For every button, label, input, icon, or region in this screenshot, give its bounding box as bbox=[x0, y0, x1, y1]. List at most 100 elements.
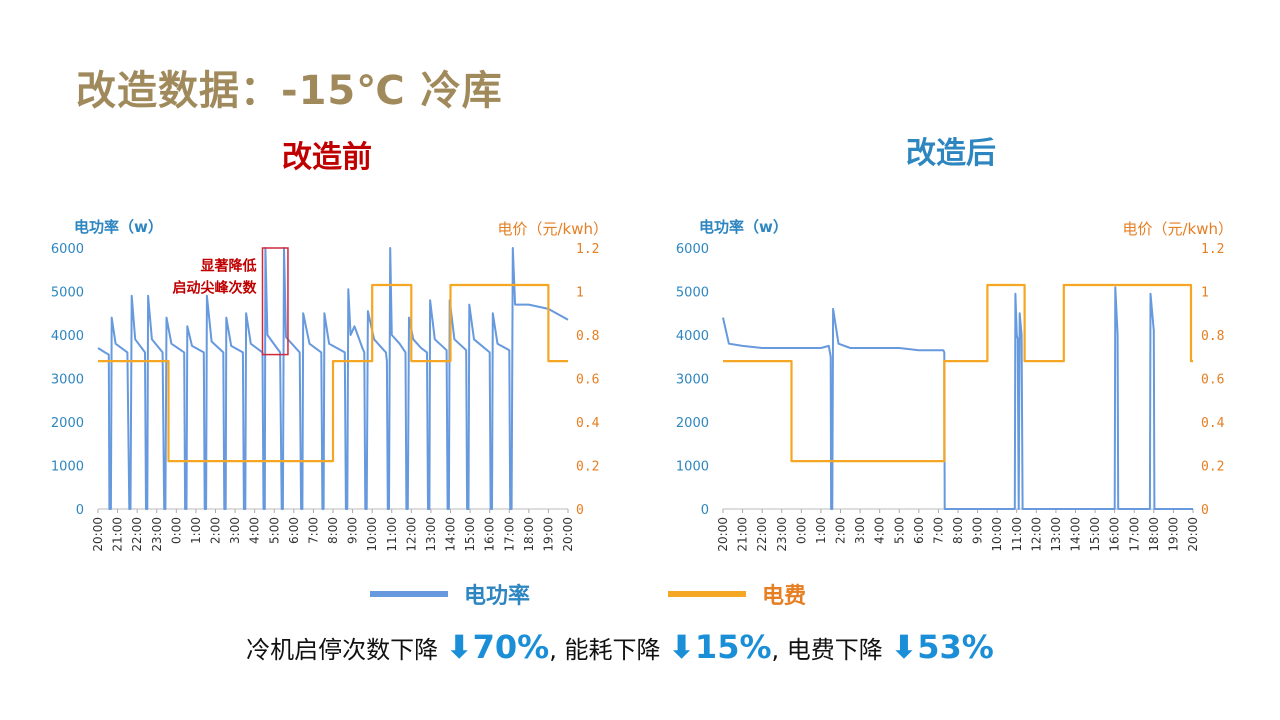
legend-power-swatch bbox=[370, 591, 448, 597]
x-tick-label: 22:00 bbox=[130, 517, 144, 552]
x-tick-label: 1:00 bbox=[189, 517, 203, 544]
x-tick-label: 16:00 bbox=[483, 517, 497, 552]
x-tick-label: 2:00 bbox=[834, 517, 848, 544]
summary-text-3: 电费下降 bbox=[786, 636, 883, 664]
x-tick-label: 15:00 bbox=[1088, 517, 1102, 552]
x-tick-label: 19:00 bbox=[541, 517, 555, 552]
summary-sep-1: , bbox=[549, 636, 557, 664]
right-tick-label: 0 bbox=[1201, 503, 1209, 518]
power-series-line bbox=[722, 286, 1193, 510]
summary-text-1: 冷机启停次数下降 bbox=[246, 636, 439, 664]
chart-after: 电功率（w） 电价（元/kwh） 0 1000 2000 3000 4000 5000 6000… bbox=[676, 218, 1233, 552]
summary-text-2: 能耗下降 bbox=[564, 636, 661, 664]
summary-line: 冷机启停次数下降 ⬇70%, 能耗下降 ⬇15%, 电费下降 ⬇53% bbox=[0, 628, 1240, 666]
x-tick-label: 23:00 bbox=[150, 517, 164, 552]
right-tick-label: 0.8 bbox=[576, 329, 599, 344]
x-tick-label: 16:00 bbox=[1108, 517, 1122, 552]
legend-power-label: 电功率 bbox=[464, 584, 531, 609]
left-tick-label: 5000 bbox=[676, 286, 709, 301]
before-title: 改造前 bbox=[282, 140, 372, 175]
x-tick-label: 21:00 bbox=[111, 517, 125, 552]
x-tick-label: 8:00 bbox=[951, 517, 965, 544]
right-tick-label: 1 bbox=[576, 286, 584, 301]
summary-sep-2: , bbox=[771, 636, 780, 664]
right-tick-label: 0.6 bbox=[576, 373, 599, 388]
x-tick-label: 12:00 bbox=[1029, 517, 1043, 552]
annotation-text: 显著降低 bbox=[201, 257, 257, 274]
right-tick-label: 0.4 bbox=[1201, 416, 1225, 431]
x-tick-label: 18:00 bbox=[1147, 517, 1161, 552]
left-tick-label: 0 bbox=[701, 503, 709, 518]
x-tick-label: 6:00 bbox=[912, 517, 926, 544]
x-tick-label: 9:00 bbox=[346, 517, 360, 544]
x-tick-label: 20:00 bbox=[561, 517, 575, 552]
x-tick-label: 23:00 bbox=[775, 517, 789, 552]
x-tick-label: 17:00 bbox=[502, 517, 516, 552]
left-tick-label: 3000 bbox=[51, 373, 84, 388]
summary-pct-1: ⬇70% bbox=[445, 628, 550, 666]
x-tick-label: 20:00 bbox=[1186, 517, 1200, 552]
x-tick-label: 22:00 bbox=[755, 517, 769, 552]
x-tick-label: 12:00 bbox=[404, 517, 418, 552]
x-tick-label: 14:00 bbox=[444, 517, 458, 552]
left-tick-label: 4000 bbox=[676, 329, 709, 344]
x-tick-label: 19:00 bbox=[1166, 517, 1180, 552]
x-tick-label: 10:00 bbox=[990, 517, 1004, 552]
right-axis-label: 电价（元/kwh） bbox=[497, 220, 608, 238]
legend-power: 电功率 bbox=[370, 578, 530, 610]
left-tick-label: 3000 bbox=[676, 373, 709, 388]
after-title: 改造后 bbox=[906, 136, 996, 171]
x-tick-label: 3:00 bbox=[853, 517, 867, 544]
x-tick-label: 10:00 bbox=[365, 517, 379, 552]
x-tick-label: 17:00 bbox=[1127, 517, 1141, 552]
x-tick-label: 9:00 bbox=[971, 517, 985, 544]
x-tick-label: 0:00 bbox=[794, 517, 808, 544]
right-tick-label: 0 bbox=[576, 503, 584, 518]
left-tick-label: 1000 bbox=[676, 460, 709, 475]
x-tick-label: 5:00 bbox=[892, 517, 906, 544]
page-title: 改造数据：-15℃ 冷库 bbox=[76, 68, 503, 114]
right-tick-label: 0.2 bbox=[1201, 460, 1224, 475]
left-tick-label: 2000 bbox=[51, 416, 84, 431]
left-tick-label: 6000 bbox=[51, 242, 84, 257]
x-tick-label: 8:00 bbox=[326, 517, 340, 544]
cost-series-line bbox=[723, 283, 1193, 463]
chart-before: 电功率（w） 电价（元/kwh） 0 1000 2000 3000 4000 5000 6000… bbox=[51, 218, 608, 552]
x-tick-label: 3:00 bbox=[228, 517, 242, 544]
x-tick-label: 1:00 bbox=[814, 517, 828, 544]
x-tick-label: 7:00 bbox=[931, 517, 945, 544]
left-tick-label: 6000 bbox=[676, 242, 709, 257]
x-tick-label: 13:00 bbox=[424, 517, 438, 552]
right-tick-label: 0.8 bbox=[1201, 329, 1224, 344]
x-tick-label: 15:00 bbox=[463, 517, 477, 552]
left-axis-label: 电功率（w） bbox=[699, 218, 788, 236]
x-tick-label: 21:00 bbox=[736, 517, 750, 552]
left-tick-label: 1000 bbox=[51, 460, 84, 475]
left-tick-label: 0 bbox=[76, 503, 84, 518]
right-tick-label: 0.4 bbox=[576, 416, 600, 431]
x-tick-label: 11:00 bbox=[385, 517, 399, 552]
x-tick-label: 20:00 bbox=[91, 517, 105, 552]
x-tick-label: 2:00 bbox=[209, 517, 223, 544]
right-axis-label: 电价（元/kwh） bbox=[1122, 220, 1233, 238]
legend-cost-swatch bbox=[668, 591, 746, 597]
right-tick-label: 1.2 bbox=[576, 242, 599, 257]
highlight-box bbox=[261, 247, 289, 356]
right-tick-label: 0.2 bbox=[576, 460, 599, 475]
right-tick-label: 1 bbox=[1201, 286, 1209, 301]
summary-pct-3: ⬇53% bbox=[890, 628, 994, 666]
left-tick-label: 4000 bbox=[51, 329, 84, 344]
right-tick-label: 1.2 bbox=[1201, 242, 1224, 257]
x-tick-label: 0:00 bbox=[169, 517, 183, 544]
x-tick-label: 7:00 bbox=[306, 517, 320, 544]
left-axis-label: 电功率（w） bbox=[74, 218, 163, 236]
x-tick-label: 20:00 bbox=[716, 517, 730, 552]
left-tick-label: 5000 bbox=[51, 286, 84, 301]
legend-cost: 电费 bbox=[668, 578, 806, 610]
right-tick-label: 0.6 bbox=[1201, 373, 1224, 388]
summary-pct-2: ⬇15% bbox=[668, 628, 772, 666]
legend-cost-label: 电费 bbox=[762, 584, 807, 609]
annotation-text: 启动尖峰次数 bbox=[173, 279, 258, 296]
x-tick-label: 13:00 bbox=[1049, 517, 1063, 552]
x-tick-label: 4:00 bbox=[248, 517, 262, 544]
